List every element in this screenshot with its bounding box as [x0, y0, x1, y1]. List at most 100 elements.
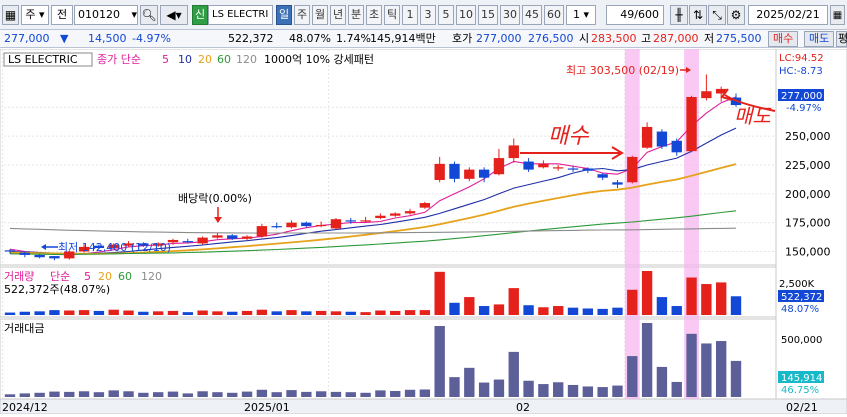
- period-button-13[interactable]: 45: [522, 5, 542, 25]
- volume-bar-14: [212, 311, 223, 315]
- menu-icon[interactable]: ▦: [2, 5, 19, 25]
- volume-bar-1: [19, 311, 31, 315]
- gear-icon[interactable]: ⚙: [727, 5, 745, 25]
- volume-bar-4: [64, 310, 75, 315]
- draw-icon[interactable]: ⤡: [708, 5, 726, 25]
- stock-chart[interactable]: 250,000 225,000 200,000 175,000 150,000 2024…: [0, 48, 847, 415]
- candle-body-4: [64, 251, 75, 259]
- period-button-5[interactable]: 초: [366, 5, 382, 25]
- dividend-arrowhead-icon: [214, 217, 222, 223]
- volume-bar-41: [612, 307, 623, 315]
- chart-area[interactable]: 250,000 225,000 200,000 175,000 150,000 2024…: [0, 48, 847, 415]
- candle-body-39: [582, 168, 594, 171]
- volume-bar-34: [508, 288, 519, 315]
- amount-bar-48: [715, 341, 727, 397]
- trade-amount: 145,914백만: [370, 32, 436, 45]
- volume-ma-label: 단순: [50, 270, 70, 283]
- market-type-select[interactable]: 주 ▾: [21, 5, 49, 25]
- candle-body-26: [390, 213, 401, 216]
- dividend-annotation: 배당락(0.00%): [178, 192, 252, 205]
- amount-tag-value: 145,914: [781, 373, 822, 384]
- amount-tag-pct: 46.75%: [781, 385, 819, 396]
- amount-bar-10: [152, 392, 164, 397]
- amount-bar-37: [553, 382, 564, 397]
- volume-bar-17: [256, 309, 268, 315]
- amount-bar-28: [419, 389, 431, 397]
- volume-bar-18: [271, 311, 282, 315]
- amount-bar-7: [108, 390, 119, 397]
- candle-body-9: [138, 243, 149, 246]
- period-button-7[interactable]: 1: [402, 5, 418, 25]
- volume-bar-19: [286, 310, 297, 315]
- period-button-9[interactable]: 5: [438, 5, 454, 25]
- buy-button[interactable]: 매수: [768, 31, 799, 47]
- stock-title: LS ELECTRIC: [8, 53, 78, 66]
- volume-bar-15: [227, 311, 238, 315]
- indicator-icon[interactable]: ⇅: [689, 5, 707, 25]
- volume-bar-22: [330, 311, 342, 315]
- x-tick-1: 2025/01: [244, 401, 290, 414]
- period-button-2[interactable]: 월: [312, 5, 328, 25]
- period-button-12[interactable]: 30: [500, 5, 520, 25]
- period-button-4[interactable]: 분: [348, 5, 364, 25]
- amount-bars: [4, 323, 742, 397]
- amount-bar-25: [375, 390, 386, 397]
- y-axis-area: [775, 48, 847, 400]
- volume-bar-28: [419, 310, 431, 315]
- candle-body-37: [553, 167, 564, 169]
- period-button-1[interactable]: 주: [294, 5, 310, 25]
- high-label: 고: [641, 32, 652, 45]
- candle-body-44: [656, 131, 668, 147]
- period-button-10[interactable]: 10: [456, 5, 476, 25]
- x-tick-labels: 2024/12 2025/01 02 02/21: [2, 401, 818, 414]
- ma60-label: 60: [217, 53, 231, 66]
- chart-type-icon[interactable]: ╫: [670, 5, 688, 25]
- volume-bar-24: [360, 312, 371, 315]
- period-button-14[interactable]: 60: [544, 5, 564, 25]
- ma5-label: 5: [162, 53, 169, 66]
- ma120-line: [9, 227, 737, 234]
- candle-body-22: [330, 219, 342, 229]
- amount-bar-29: [434, 326, 445, 397]
- volume-bar-47: [701, 284, 712, 315]
- period-button-3[interactable]: 년: [330, 5, 346, 25]
- price-tag-change: -4.97%: [786, 103, 821, 114]
- volume-bar-5: [78, 310, 90, 315]
- tick-unit-select[interactable]: 1 ▾: [566, 5, 596, 25]
- volume-bar-43: [641, 271, 653, 315]
- period-button-0[interactable]: 일: [276, 5, 292, 25]
- volume-bar-49: [730, 296, 742, 315]
- symbol-code-input[interactable]: 010120 ▾: [74, 5, 138, 25]
- period-type-select[interactable]: 전: [51, 5, 73, 25]
- period-button-8[interactable]: 3: [420, 5, 436, 25]
- calendar-icon[interactable]: ▦: [830, 5, 845, 25]
- volume-bar-11: [167, 310, 179, 315]
- candle-body-1: [19, 252, 31, 255]
- volume-bar-31: [464, 297, 475, 315]
- amount-bar-2: [34, 392, 45, 397]
- candle-body-13: [197, 237, 208, 244]
- search-icon[interactable]: 🔍︎: [140, 5, 158, 25]
- x-axis-area: [0, 398, 847, 415]
- candle-body-0: [4, 250, 16, 252]
- amount-bar-24: [360, 392, 371, 397]
- more-button[interactable]: 평: [836, 31, 847, 47]
- quote-bar: 277,000 ▼ 14,500 -4.97% 522,372 48.07% 1…: [0, 30, 847, 48]
- volume-bar-10: [152, 311, 164, 315]
- speaker-icon[interactable]: ◀▾: [160, 5, 188, 25]
- open-price: 283,500: [591, 32, 637, 45]
- date-field[interactable]: 2025/02/21: [748, 5, 828, 25]
- y-tick-2: 225,000: [785, 159, 831, 172]
- current-price: 277,000: [4, 32, 50, 45]
- handwriting-buy: 매수: [548, 124, 589, 149]
- period-button-6[interactable]: 틱: [384, 5, 400, 25]
- volume-bar-12: [182, 312, 193, 315]
- page-count-field[interactable]: 49/600: [606, 5, 664, 25]
- sell-button[interactable]: 매도: [804, 31, 835, 47]
- period-button-11[interactable]: 15: [478, 5, 498, 25]
- y-tick-4: 175,000: [785, 217, 831, 230]
- x-tick-0: 2024/12: [2, 401, 48, 414]
- highlight-band-0: [624, 49, 640, 399]
- candle-body-27: [404, 211, 416, 214]
- high-annotation: 최고 303,500 (02/19): [566, 64, 679, 77]
